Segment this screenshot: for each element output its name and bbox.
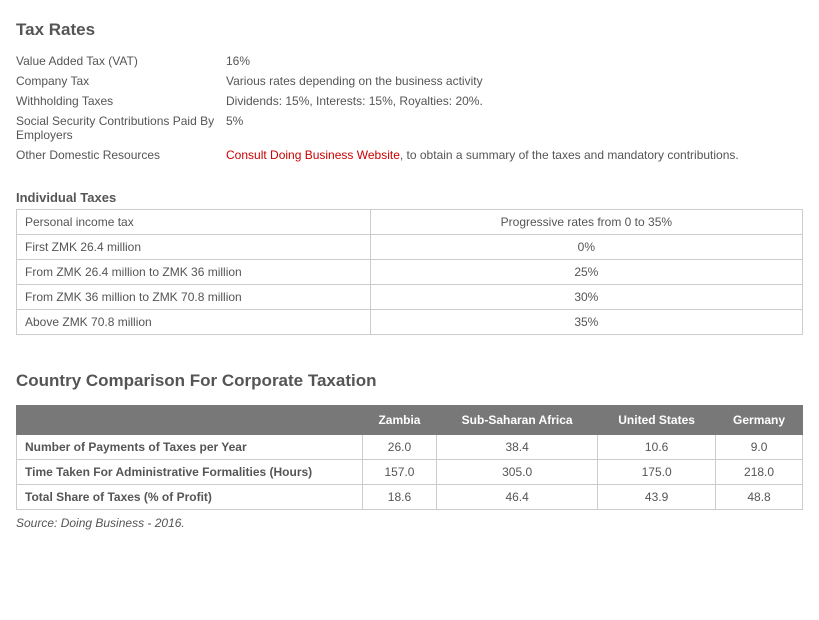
cell-value: 305.0 xyxy=(437,460,598,485)
doing-business-link[interactable]: Consult Doing Business Website xyxy=(226,148,400,162)
cell-value: 46.4 xyxy=(437,485,598,510)
kv-label: Company Tax xyxy=(16,74,216,88)
table-row: Time Taken For Administrative Formalitie… xyxy=(17,460,803,485)
header-cell xyxy=(17,406,363,435)
table-row: Number of Payments of Taxes per Year 26.… xyxy=(17,435,803,460)
cell-label: Total Share of Taxes (% of Profit) xyxy=(17,485,363,510)
cell-label: From ZMK 26.4 million to ZMK 36 million xyxy=(17,260,371,285)
cell-label: From ZMK 36 million to ZMK 70.8 million xyxy=(17,285,371,310)
kv-label: Value Added Tax (VAT) xyxy=(16,54,216,68)
cell-value: 30% xyxy=(370,285,802,310)
kv-label: Withholding Taxes xyxy=(16,94,216,108)
comparison-table: Zambia Sub-Saharan Africa United States … xyxy=(16,405,803,510)
other-tail: , to obtain a summary of the taxes and m… xyxy=(400,148,739,162)
tax-rates-title: Tax Rates xyxy=(16,20,803,40)
header-cell: Zambia xyxy=(362,406,436,435)
individual-taxes-table: Personal income tax Progressive rates fr… xyxy=(16,209,803,335)
cell-label: Number of Payments of Taxes per Year xyxy=(17,435,363,460)
cell-value: 10.6 xyxy=(598,435,716,460)
cell-label: Personal income tax xyxy=(17,210,371,235)
header-cell: Germany xyxy=(716,406,803,435)
cell-value: 38.4 xyxy=(437,435,598,460)
cell-value: 175.0 xyxy=(598,460,716,485)
table-row: Above ZMK 70.8 million 35% xyxy=(17,310,803,335)
cell-value: 157.0 xyxy=(362,460,436,485)
kv-label: Social Security Contributions Paid By Em… xyxy=(16,114,216,142)
kv-label: Other Domestic Resources xyxy=(16,148,216,162)
cell-label: Time Taken For Administrative Formalitie… xyxy=(17,460,363,485)
cell-label: Above ZMK 70.8 million xyxy=(17,310,371,335)
cell-value: 25% xyxy=(370,260,802,285)
header-cell: United States xyxy=(598,406,716,435)
cell-value: 26.0 xyxy=(362,435,436,460)
table-row: First ZMK 26.4 million 0% xyxy=(17,235,803,260)
cell-value: 0% xyxy=(370,235,802,260)
kv-value-other: Consult Doing Business Website, to obtai… xyxy=(226,148,803,162)
table-row: From ZMK 26.4 million to ZMK 36 million … xyxy=(17,260,803,285)
cell-value: Progressive rates from 0 to 35% xyxy=(370,210,802,235)
cell-value: 218.0 xyxy=(716,460,803,485)
individual-taxes-title: Individual Taxes xyxy=(16,190,803,205)
kv-value: 16% xyxy=(226,54,803,68)
header-cell: Sub-Saharan Africa xyxy=(437,406,598,435)
comparison-title: Country Comparison For Corporate Taxatio… xyxy=(16,371,803,391)
cell-value: 48.8 xyxy=(716,485,803,510)
source-note: Source: Doing Business - 2016. xyxy=(16,516,803,530)
cell-label: First ZMK 26.4 million xyxy=(17,235,371,260)
table-row: From ZMK 36 million to ZMK 70.8 million … xyxy=(17,285,803,310)
cell-value: 9.0 xyxy=(716,435,803,460)
table-row: Total Share of Taxes (% of Profit) 18.6 … xyxy=(17,485,803,510)
cell-value: 35% xyxy=(370,310,802,335)
table-header-row: Zambia Sub-Saharan Africa United States … xyxy=(17,406,803,435)
cell-value: 18.6 xyxy=(362,485,436,510)
kv-value: 5% xyxy=(226,114,803,142)
cell-value: 43.9 xyxy=(598,485,716,510)
table-row: Personal income tax Progressive rates fr… xyxy=(17,210,803,235)
tax-rates-grid: Value Added Tax (VAT) 16% Company Tax Va… xyxy=(16,54,803,162)
kv-value: Dividends: 15%, Interests: 15%, Royaltie… xyxy=(226,94,803,108)
kv-value: Various rates depending on the business … xyxy=(226,74,803,88)
